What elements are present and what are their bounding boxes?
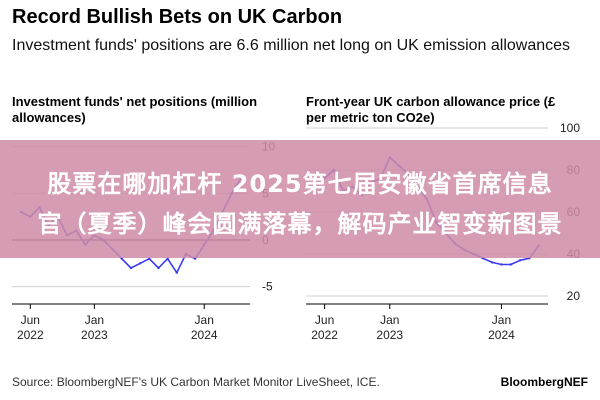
x-tick-label: Jun (21, 313, 40, 327)
x-tick-label: Jan (195, 313, 214, 327)
x-tick-label: 2024 (488, 328, 515, 342)
source-note: Source: BloombergNEF's UK Carbon Market … (12, 375, 380, 389)
x-tick-label: 2023 (81, 328, 108, 342)
y-tick-label: -5 (262, 280, 273, 294)
page-subtitle: Investment funds' positions are 6.6 mill… (12, 37, 571, 54)
x-tick-label: 2024 (191, 328, 218, 342)
data-point (138, 262, 142, 265)
y-tick-label: 100 (560, 121, 580, 135)
x-tick-label: Jan (85, 313, 104, 327)
banner-line-1: 股票在哪加杠杆 2025第七届安徽省首席信息 (47, 170, 553, 198)
x-tick-label: Jan (380, 313, 399, 327)
data-point (193, 257, 197, 260)
data-point (490, 261, 494, 264)
overlay-banner: 股票在哪加杠杆 2025第七届安徽省首席信息 官（夏季）峰会圆满落幕，解码产业智… (0, 140, 600, 258)
x-tick-label: 2022 (311, 328, 338, 342)
x-tick-label: 2022 (17, 328, 44, 342)
x-tick-label: Jun (315, 313, 334, 327)
data-point (129, 266, 133, 270)
data-point (518, 259, 522, 262)
banner-line-2: 官（夏季）峰会圆满落幕，解码产业智变新图景 (37, 210, 563, 238)
data-point (509, 263, 512, 266)
data-point (500, 263, 503, 266)
left-chart-title: Investment funds' net positions (million… (12, 94, 258, 125)
data-point (166, 257, 169, 260)
y-tick-label: 20 (567, 289, 581, 303)
right-chart-title: Front-year UK carbon allowance price (£ … (306, 94, 556, 125)
x-tick-label: Jan (492, 313, 511, 327)
data-point (175, 271, 178, 274)
brand-logo: BloombergNEF (500, 375, 588, 389)
page-title: Record Bullish Bets on UK Carbon (12, 6, 343, 28)
data-point (157, 266, 160, 270)
data-point (120, 257, 124, 260)
data-point (148, 257, 151, 260)
x-tick-label: 2023 (376, 328, 403, 342)
